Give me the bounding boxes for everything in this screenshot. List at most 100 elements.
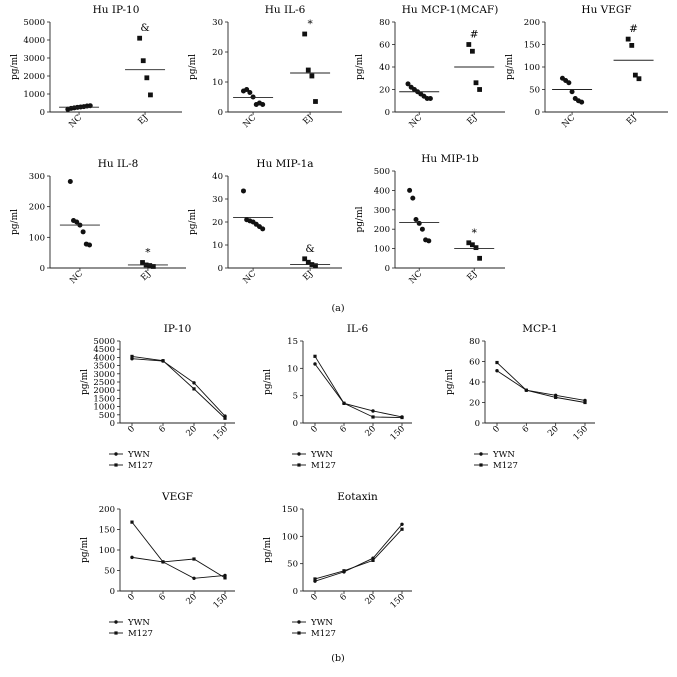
chart-8-y-tick-label: 1500: [93, 394, 115, 404]
chart-8-point: [130, 354, 134, 359]
chart-6: Hu MIP-1a 0 10 20 30 40 pg/ml NC EJ &: [188, 158, 342, 286]
chart-12-y-axis-label: pg/ml: [263, 537, 273, 563]
chart-4-significance-mark: #: [629, 23, 638, 35]
chart-10-point: [583, 400, 587, 405]
chart-1-point: [140, 58, 146, 64]
chart-11-x-tick-label: 6: [157, 592, 168, 603]
chart-4-y-tick-label: 50: [529, 86, 540, 96]
chart-9-x-tick-label: 150: [389, 424, 408, 443]
chart-7-point: [426, 238, 432, 244]
chart-4-y-tick-label: 0: [535, 108, 540, 118]
chart-12-legend-marker: [297, 620, 301, 624]
chart-6-y-axis-label: pg/ml: [188, 209, 198, 235]
chart-12-point: [400, 522, 404, 527]
chart-9-series-line: [314, 363, 403, 418]
chart-7-point: [407, 187, 413, 193]
chart-8-point: [161, 359, 165, 363]
chart-12-point: [313, 577, 317, 581]
chart-5-point: [74, 219, 80, 225]
chart-2-y-tick-label: 20: [212, 48, 223, 58]
chart-11-y-tick-label: 200: [99, 505, 115, 515]
chart-8-y-tick-label: 5000: [93, 337, 115, 347]
chart-11-y-tick-label: 100: [99, 546, 115, 556]
chart-5-x-tick-label: EJ: [139, 269, 153, 283]
chart-11-y-tick-label: 150: [99, 526, 115, 536]
chart-4-y-axis-label: pg/ml: [505, 54, 515, 80]
chart-8: IP-1005001000150020002500300035004000450…: [80, 323, 235, 471]
chart-1-point: [137, 35, 143, 41]
panel-label-a: (a): [331, 303, 344, 314]
chart-8-title: IP-10: [164, 323, 192, 335]
chart-5-point: [147, 263, 153, 268]
chart-9-point: [371, 415, 375, 419]
chart-5-point: [87, 242, 93, 248]
chart-9-x-tick-label: 20: [363, 424, 378, 439]
chart-11-y-tick-label: 50: [104, 567, 115, 577]
chart-5-point: [150, 264, 156, 269]
chart-10-x-tick-label: 150: [572, 424, 591, 443]
chart-1-y-tick-label: 2000: [23, 72, 45, 82]
chart-12-x-tick-label: 6: [338, 592, 349, 603]
chart-7-point: [419, 226, 425, 232]
chart-11-x-tick-label: 20: [184, 592, 199, 607]
chart-2-y-tick-label: 0: [218, 108, 223, 118]
chart-2-point: [260, 102, 266, 107]
chart-10-legend-marker: [479, 463, 483, 467]
chart-8-y-tick-label: 3500: [93, 362, 115, 372]
chart-10-y-axis-label: pg/ml: [445, 369, 455, 395]
chart-11-point: [161, 560, 165, 564]
chart-8-y-tick-label: 1000: [93, 403, 115, 413]
chart-12-x-tick-label: 0: [309, 592, 320, 603]
chart-10-series-line: [496, 370, 586, 401]
chart-2-title: Hu IL-6: [265, 4, 306, 16]
chart-3-point: [466, 42, 472, 47]
chart-4-y-tick-label: 100: [524, 63, 540, 73]
chart-9-point: [400, 415, 404, 420]
chart-10-legend-marker: [479, 452, 483, 456]
chart-10-y-tick-label: 40: [469, 378, 480, 388]
chart-6-x-tick-label: EJ: [301, 269, 315, 283]
chart-12-y-tick-label: 0: [293, 587, 298, 597]
chart-7-point: [410, 195, 416, 201]
chart-10-point: [524, 388, 528, 392]
chart-8-point: [223, 416, 227, 420]
chart-6-y-tick-label: 10: [212, 241, 223, 251]
chart-4-point: [579, 99, 585, 105]
chart-11-y-tick-label: 0: [110, 587, 115, 597]
chart-9-title: IL-6: [347, 323, 369, 335]
chart-6-point: [313, 263, 318, 269]
chart-4-point: [632, 72, 638, 78]
chart-8-y-axis-label: pg/ml: [80, 369, 90, 395]
chart-3-point: [427, 96, 433, 101]
chart-3-title: Hu MCP-1(MCAF): [402, 4, 499, 16]
chart-7-y-axis-label: pg/ml: [355, 206, 365, 232]
chart-7: Hu MIP-1b 0 100 200 300 400 500 pg/ml NC EJ *: [355, 153, 505, 286]
chart-12-series-line: [314, 528, 403, 580]
chart-1-point: [144, 75, 150, 81]
chart-5-y-tick-label: 0: [40, 264, 45, 274]
chart-1-y-axis-label: pg/ml: [10, 54, 20, 80]
chart-10-x-tick-label: 0: [491, 424, 502, 435]
chart-8-x-tick-label: 0: [126, 424, 137, 435]
chart-5-point: [140, 260, 145, 265]
chart-3: Hu MCP-1(MCAF) 0 20 40 60 80 pg/ml NC EJ #: [355, 4, 505, 130]
chart-8-x-tick-label: 150: [212, 424, 231, 443]
chart-4-x-tick-label: EJ: [625, 113, 639, 127]
chart-5-title: Hu IL-8: [98, 158, 139, 170]
chart-4-y-tick-label: 200: [524, 18, 540, 28]
chart-3-point: [473, 80, 479, 86]
chart-2-point: [305, 67, 311, 73]
chart-10-point: [495, 369, 499, 373]
chart-11-x-tick-label: 150: [212, 592, 231, 611]
chart-1-x-tick-label: EJ: [136, 113, 150, 127]
chart-7-y-tick-label: 100: [374, 245, 390, 255]
chart-7-point: [473, 245, 479, 251]
panel-label-b: (b): [331, 653, 345, 664]
chart-11-series-line: [131, 521, 226, 579]
chart-8-y-tick-label: 2500: [93, 378, 115, 388]
chart-11-x-tick-label: 0: [126, 592, 137, 603]
chart-9-point: [313, 354, 317, 358]
